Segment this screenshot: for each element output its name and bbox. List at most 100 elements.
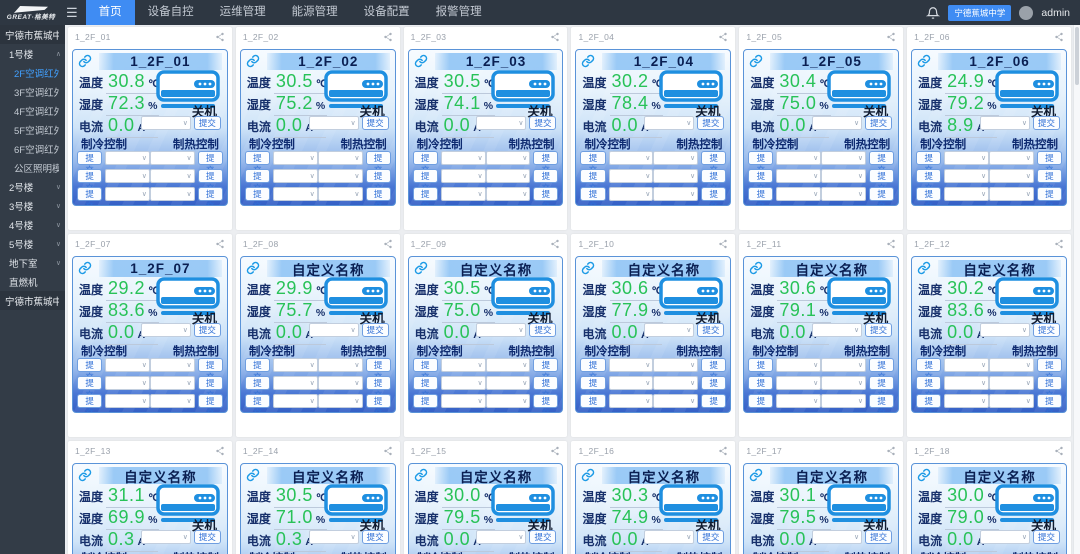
- heat-submit-button[interactable]: 提交: [869, 394, 895, 412]
- cool-submit-button[interactable]: 提交: [412, 358, 438, 382]
- heat-submit-button[interactable]: 提交: [197, 376, 223, 400]
- share-icon[interactable]: [718, 32, 728, 42]
- power-select[interactable]: ∨: [979, 530, 1030, 544]
- power-select[interactable]: ∨: [979, 116, 1030, 130]
- share-icon[interactable]: [215, 446, 225, 456]
- power-submit-button[interactable]: 提交: [697, 323, 725, 337]
- cool-submit-button[interactable]: 提交: [77, 376, 103, 400]
- heat-submit-button[interactable]: 提交: [533, 169, 559, 193]
- link-icon[interactable]: [581, 261, 595, 275]
- heat-select[interactable]: ∨: [485, 394, 531, 408]
- heat-submit-button[interactable]: 提交: [701, 394, 727, 412]
- cool-select[interactable]: ∨: [272, 187, 318, 201]
- avatar[interactable]: [1019, 5, 1034, 20]
- link-icon[interactable]: [414, 261, 428, 275]
- cool-select[interactable]: ∨: [105, 169, 150, 183]
- cool-submit-button[interactable]: 提交: [916, 394, 942, 412]
- power-submit-button[interactable]: 提交: [361, 530, 389, 544]
- heat-select[interactable]: ∨: [317, 187, 363, 201]
- power-select[interactable]: ∨: [812, 116, 863, 130]
- heat-select[interactable]: ∨: [653, 151, 699, 165]
- power-submit-button[interactable]: 提交: [697, 116, 725, 130]
- power-select[interactable]: ∨: [308, 323, 359, 337]
- cool-submit-button[interactable]: 提交: [244, 169, 270, 193]
- cool-submit-button[interactable]: 提交: [412, 376, 438, 400]
- cool-submit-button[interactable]: 提交: [244, 376, 270, 400]
- heat-select[interactable]: ∨: [989, 376, 1034, 390]
- power-submit-button[interactable]: 提交: [193, 116, 221, 130]
- sidebar-item[interactable]: 3F空调红外控...: [0, 82, 65, 101]
- cool-select[interactable]: ∨: [440, 151, 486, 165]
- power-select[interactable]: ∨: [644, 116, 695, 130]
- share-icon[interactable]: [886, 239, 896, 249]
- power-select[interactable]: ∨: [644, 323, 695, 337]
- cool-submit-button[interactable]: 提交: [748, 376, 774, 400]
- heat-submit-button[interactable]: 提交: [533, 187, 559, 205]
- cool-submit-button[interactable]: 提交: [916, 169, 942, 193]
- heat-submit-button[interactable]: 提交: [533, 358, 559, 382]
- sidebar-item[interactable]: 4F空调红外控...: [0, 101, 65, 120]
- cool-select[interactable]: ∨: [272, 376, 318, 390]
- link-icon[interactable]: [246, 468, 260, 482]
- cool-select[interactable]: ∨: [440, 358, 486, 372]
- heat-select[interactable]: ∨: [821, 376, 866, 390]
- cool-submit-button[interactable]: 提交: [77, 187, 103, 205]
- cool-select[interactable]: ∨: [272, 151, 318, 165]
- cool-select[interactable]: ∨: [608, 358, 654, 372]
- power-submit-button[interactable]: 提交: [529, 116, 557, 130]
- power-select[interactable]: ∨: [979, 323, 1030, 337]
- sidebar-item[interactable]: 5F空调红外控...: [0, 120, 65, 139]
- cool-select[interactable]: ∨: [776, 358, 822, 372]
- share-icon[interactable]: [1054, 446, 1064, 456]
- nav-tab[interactable]: 报警管理: [435, 6, 482, 18]
- power-submit-button[interactable]: 提交: [1032, 116, 1060, 130]
- cool-select[interactable]: ∨: [776, 376, 822, 390]
- heat-select[interactable]: ∨: [989, 358, 1034, 372]
- heat-select[interactable]: ∨: [653, 187, 699, 201]
- heat-select[interactable]: ∨: [653, 169, 699, 183]
- cool-select[interactable]: ∨: [272, 169, 318, 183]
- cool-submit-button[interactable]: 提交: [916, 358, 942, 382]
- heat-select[interactable]: ∨: [485, 169, 531, 183]
- cool-submit-button[interactable]: 提交: [916, 151, 942, 175]
- heat-submit-button[interactable]: 提交: [701, 187, 727, 205]
- heat-submit-button[interactable]: 提交: [197, 187, 223, 205]
- power-submit-button[interactable]: 提交: [193, 323, 221, 337]
- cool-select[interactable]: ∨: [608, 394, 654, 408]
- heat-select[interactable]: ∨: [149, 376, 195, 390]
- heat-select[interactable]: ∨: [989, 394, 1034, 408]
- cool-submit-button[interactable]: 提交: [77, 358, 103, 382]
- sidebar-item[interactable]: 地下室 ∨: [0, 253, 65, 272]
- heat-submit-button[interactable]: 提交: [197, 169, 223, 193]
- notification-bell-icon[interactable]: [926, 6, 941, 20]
- heat-select[interactable]: ∨: [653, 358, 699, 372]
- share-icon[interactable]: [886, 32, 896, 42]
- sidebar-item[interactable]: 1号楼 ∧: [0, 44, 65, 63]
- power-submit-button[interactable]: 提交: [865, 323, 893, 337]
- heat-submit-button[interactable]: 提交: [533, 394, 559, 412]
- heat-submit-button[interactable]: 提交: [365, 358, 391, 382]
- power-select[interactable]: ∨: [812, 530, 863, 544]
- share-icon[interactable]: [383, 32, 393, 42]
- sidebar-item[interactable]: 5号楼 ∨: [0, 234, 65, 253]
- cool-select[interactable]: ∨: [776, 394, 822, 408]
- heat-submit-button[interactable]: 提交: [1036, 151, 1062, 175]
- heat-select[interactable]: ∨: [149, 394, 195, 408]
- cool-select[interactable]: ∨: [944, 187, 990, 201]
- heat-submit-button[interactable]: 提交: [197, 394, 223, 412]
- org-badge[interactable]: 宁德蕉城中学: [948, 4, 1012, 21]
- heat-submit-button[interactable]: 提交: [869, 169, 895, 193]
- sidebar-item[interactable]: 2号楼 ∨: [0, 177, 65, 196]
- cool-select[interactable]: ∨: [272, 358, 318, 372]
- heat-submit-button[interactable]: 提交: [869, 151, 895, 175]
- heat-select[interactable]: ∨: [149, 358, 195, 372]
- heat-select[interactable]: ∨: [317, 358, 363, 372]
- sidebar-item[interactable]: 宁德市蕉城中学配...: [0, 291, 65, 310]
- link-icon[interactable]: [414, 468, 428, 482]
- power-submit-button[interactable]: 提交: [865, 116, 893, 130]
- heat-submit-button[interactable]: 提交: [701, 169, 727, 193]
- power-submit-button[interactable]: 提交: [529, 323, 557, 337]
- link-icon[interactable]: [78, 468, 92, 482]
- cool-submit-button[interactable]: 提交: [412, 169, 438, 193]
- power-submit-button[interactable]: 提交: [1032, 530, 1060, 544]
